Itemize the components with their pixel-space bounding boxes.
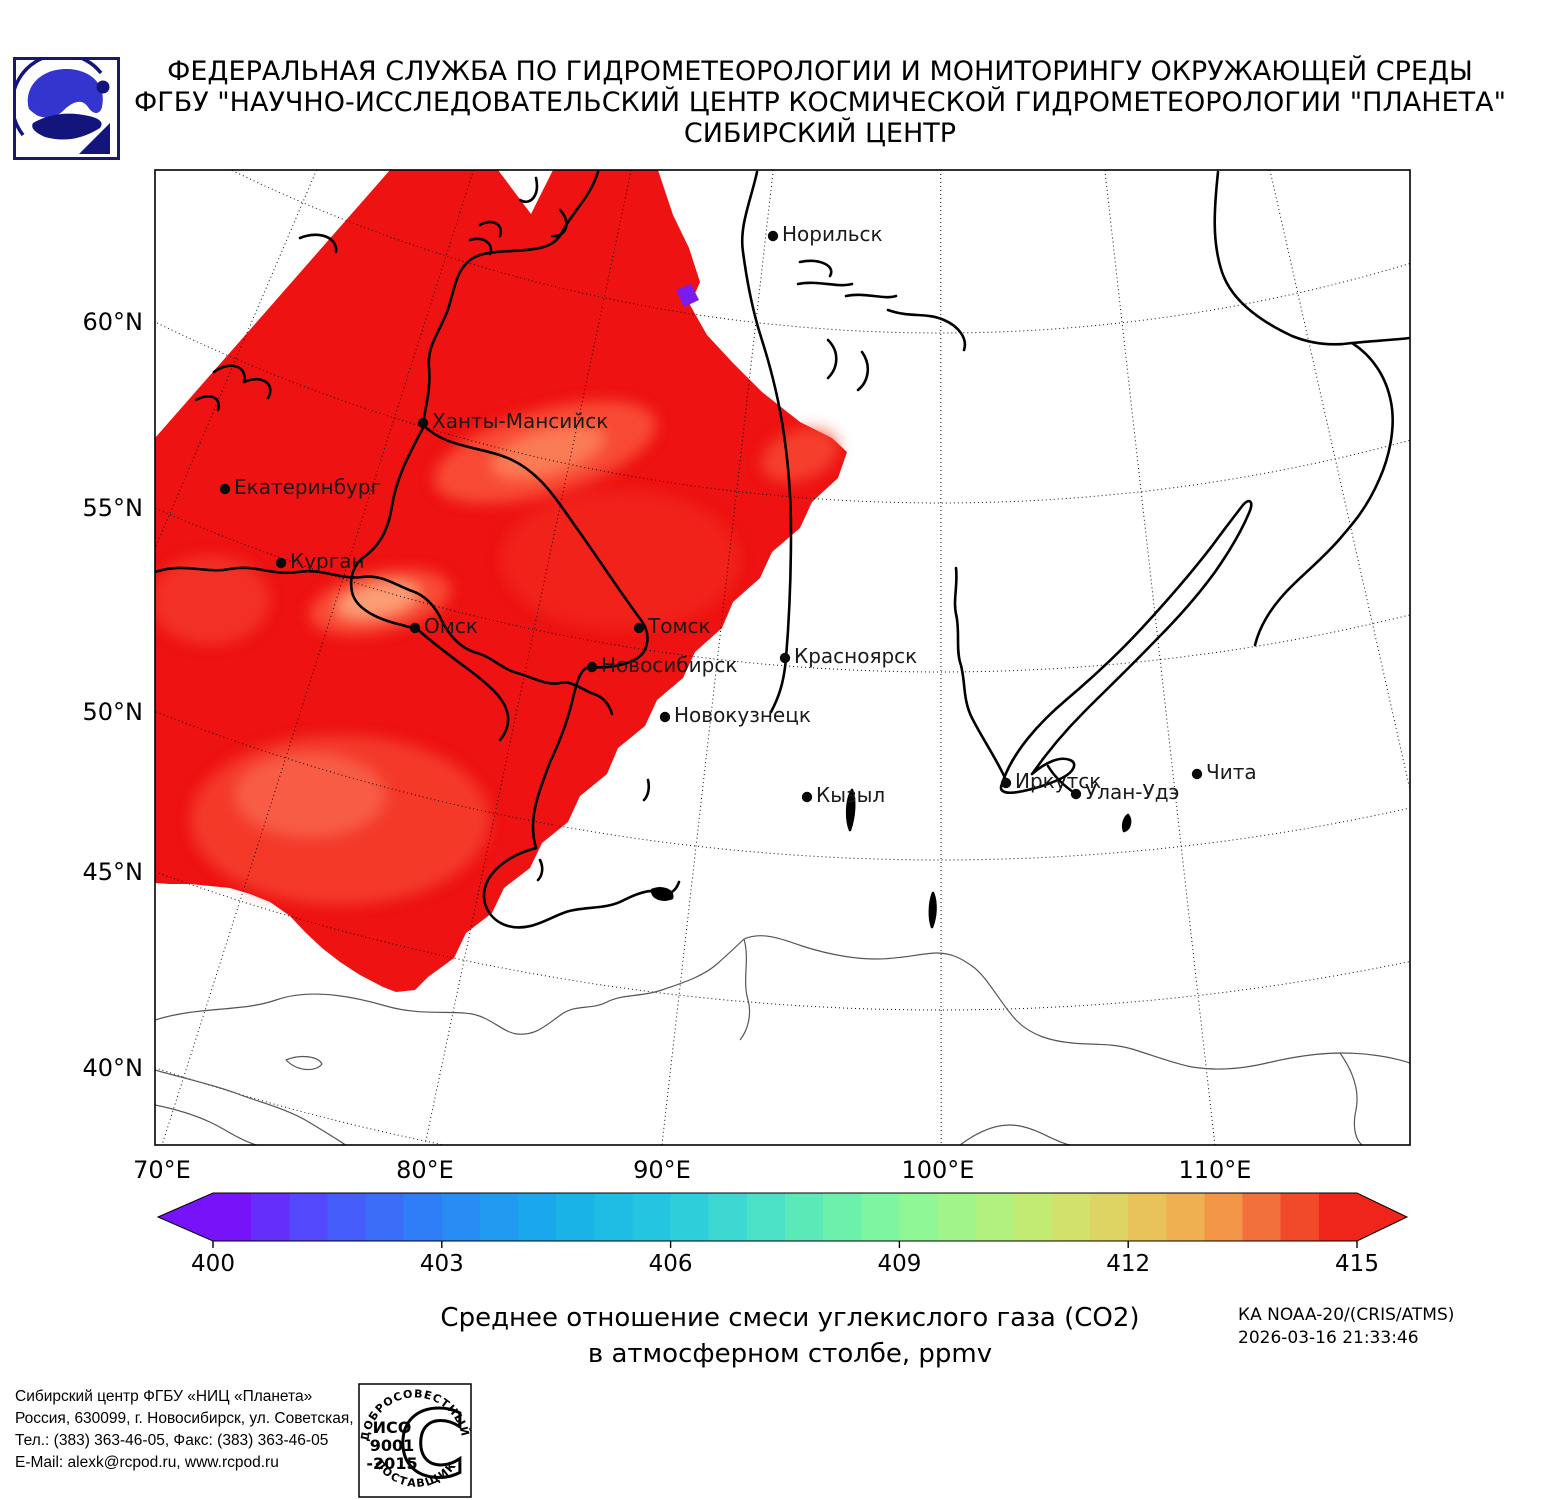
caption-line-1: Среднее отношение смеси углекислого газа…	[440, 1303, 1140, 1333]
contact-phone: Тел.: (383) 363-46-05, Факс: (383) 363-4…	[15, 1432, 329, 1449]
longitude-axis-labels: 70°E 80°E 90°E 100°E 110°E	[133, 1156, 1251, 1184]
city-Ханты-Мансийск: Ханты-Мансийск	[417, 409, 608, 433]
city-Екатеринбург: Екатеринбург	[219, 475, 381, 499]
lon-label: 70°E	[133, 1156, 191, 1184]
lon-label: 90°E	[633, 1156, 691, 1184]
colorbar-tick-label: 400	[191, 1251, 235, 1277]
city-label: Улан-Удэ	[1085, 780, 1180, 804]
city-dot	[409, 622, 421, 634]
iso-badge-letter: С	[398, 1391, 466, 1498]
iso-badge-number: ИСО 9001 -2015	[366, 1418, 417, 1473]
city-Иркутск: Иркутск	[1000, 769, 1101, 793]
city-markers: Норильск Ханты-Мансийск Екатеринбург Курган…	[219, 222, 1257, 807]
city-dot	[767, 230, 779, 242]
lat-label: 45°N	[83, 858, 144, 886]
city-dot	[633, 622, 645, 634]
city-label: Кызыл	[816, 783, 885, 807]
colorbar-tick-label: 412	[1106, 1251, 1150, 1277]
product-caption: Среднее отношение смеси углекислого газа…	[300, 1300, 1280, 1372]
city-dot	[1070, 788, 1082, 800]
co2-high-variance-patches	[155, 400, 839, 905]
satellite-name: КА NOAA-20/(CRIS/ATMS)	[1238, 1305, 1455, 1325]
contact-block: Сибирский центр ФГБУ «НИЦ «Планета» Росс…	[15, 1386, 375, 1474]
colorbar-tick-labels: 400 403 406 409 412 415	[191, 1251, 1379, 1277]
city-Красноярск: Красноярск	[779, 644, 917, 668]
svg-text:9001: 9001	[370, 1436, 415, 1455]
title-line-3: СИБИРСКИЙ ЦЕНТР	[683, 118, 957, 149]
city-dot	[417, 417, 429, 429]
city-Омск: Омск	[409, 614, 478, 638]
lon-label: 110°E	[1179, 1156, 1252, 1184]
contact-org: Сибирский центр ФГБУ «НИЦ «Планета»	[15, 1388, 313, 1405]
city-Новосибирск: Новосибирск	[586, 653, 737, 677]
lat-label: 50°N	[83, 698, 144, 726]
planeta-logo	[13, 57, 120, 160]
city-Норильск: Норильск	[767, 222, 883, 246]
earth-icon	[13, 57, 110, 154]
iso-9001-badge: С ДОБРОСОВЕСТНЫЙ ПОСТАВЩИК ИСО 9001 -201…	[358, 1383, 472, 1498]
svg-text:-2015: -2015	[366, 1454, 417, 1473]
city-label: Иркутск	[1015, 769, 1101, 793]
lat-label: 60°N	[83, 308, 144, 336]
city-label: Курган	[290, 549, 365, 573]
city-label: Ханты-Мансийск	[432, 409, 608, 433]
meridian-line	[155, 170, 318, 550]
country-borders	[155, 935, 1410, 1145]
colorbar-ticks	[212, 1241, 1358, 1248]
colorbar-tick-label: 415	[1335, 1251, 1379, 1277]
city-label: Томск	[647, 614, 711, 638]
colorbar-tick-label: 406	[649, 1251, 693, 1277]
city-label: Норильск	[782, 222, 883, 246]
city-label: Омск	[424, 614, 478, 638]
co2-low-anomaly-pixel	[676, 284, 699, 307]
page-title: ФЕДЕРАЛЬНАЯ СЛУЖБА ПО ГИДРОМЕТЕОРОЛОГИИ …	[120, 56, 1520, 149]
rivers-coastlines	[155, 170, 1410, 929]
city-label: Чита	[1206, 760, 1257, 784]
city-dot	[1191, 768, 1203, 780]
city-dot	[779, 652, 791, 664]
acquisition-datetime: 2026-03-16 21:33:46	[1238, 1328, 1419, 1348]
city-dot	[1000, 777, 1012, 789]
latitude-axis-labels: 60°N 55°N 50°N 45°N 40°N	[83, 308, 144, 1082]
lon-label: 80°E	[396, 1156, 454, 1184]
co2-map: Норильск Ханты-Мансийск Екатеринбург Курган…	[83, 169, 1411, 1184]
city-label: Новосибирск	[601, 653, 737, 677]
lat-label: 40°N	[83, 1054, 144, 1082]
lon-label: 100°E	[902, 1156, 975, 1184]
colorbar-tick-label: 409	[877, 1251, 921, 1277]
city-Томск: Томск	[633, 614, 711, 638]
svg-text:ИСО: ИСО	[373, 1418, 412, 1437]
parallel-line	[155, 710, 1410, 861]
city-dot	[275, 557, 287, 569]
city-Кызыл: Кызыл	[801, 783, 885, 807]
co2-swath-layer	[155, 170, 847, 992]
city-Чита: Чита	[1191, 760, 1257, 784]
title-line-2: ФГБУ "НАУЧНО-ИССЛЕДОВАТЕЛЬСКИЙ ЦЕНТР КОС…	[134, 87, 1506, 118]
city-Улан-Удэ: Улан-Удэ	[1070, 780, 1180, 804]
city-dot	[219, 483, 231, 495]
colorbar: 400 403 406 409 412 415	[156, 1192, 1409, 1277]
geography-layer	[155, 170, 1410, 1145]
contact-address: Россия, 630099, г. Новосибирск, ул. Сове…	[15, 1410, 376, 1427]
city-dot	[586, 661, 598, 673]
city-label: Новокузнецк	[674, 703, 811, 727]
city-Курган: Курган	[275, 549, 365, 573]
graticule	[155, 170, 1410, 1145]
title-line-1: ФЕДЕРАЛЬНАЯ СЛУЖБА ПО ГИДРОМЕТЕОРОЛОГИИ …	[167, 56, 1473, 87]
colorbar-tick-label: 403	[420, 1251, 464, 1277]
city-Новокузнецк: Новокузнецк	[659, 703, 811, 727]
city-dot	[659, 711, 671, 723]
map-frame	[154, 169, 1411, 1146]
caption-line-2: в атмосферном столбе, ppmv	[587, 1339, 993, 1369]
contact-email: E-Mail: alexk@rcpod.ru, www.rcpod.ru	[15, 1454, 279, 1471]
colorbar-ramp	[156, 1192, 1409, 1242]
city-label: Красноярск	[794, 644, 917, 668]
meridian-line	[161, 170, 475, 1145]
lat-label: 55°N	[83, 494, 144, 522]
iso-badge-frame	[358, 1383, 472, 1498]
city-label: Екатеринбург	[234, 475, 381, 499]
city-dot	[801, 791, 813, 803]
satellite-info: КА NOAA-20/(CRIS/ATMS) 2026-03-16 21:33:…	[1238, 1304, 1454, 1350]
